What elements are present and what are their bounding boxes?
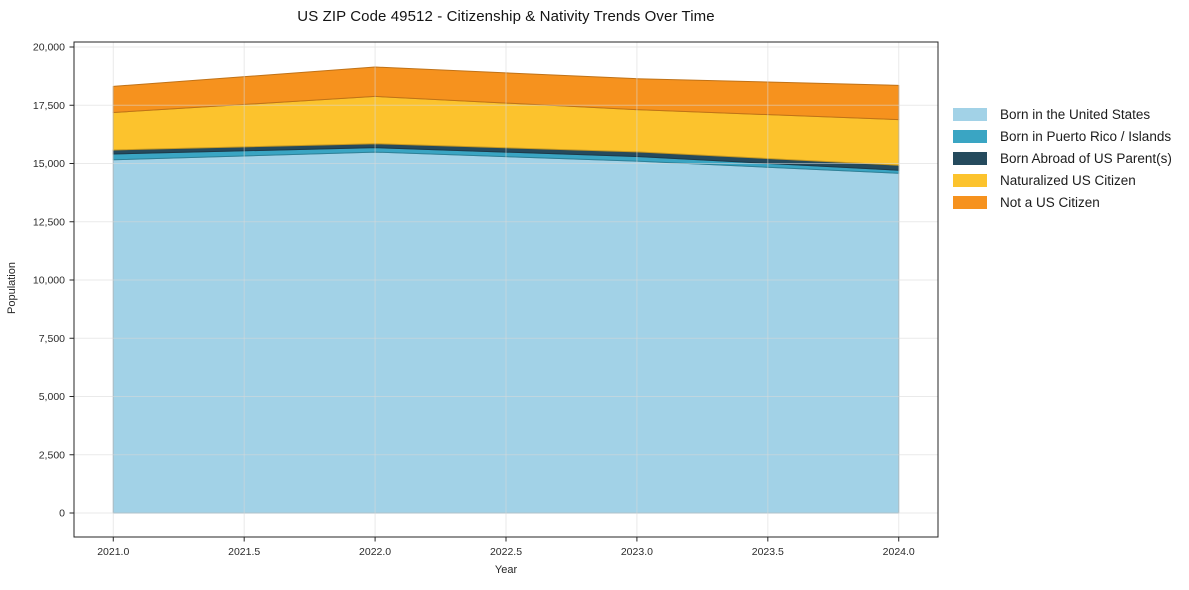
- legend-label: Not a US Citizen: [1000, 195, 1100, 210]
- chart-title: US ZIP Code 49512 - Citizenship & Nativi…: [297, 8, 715, 25]
- legend: Born in the United States Born in Puerto …: [953, 108, 1172, 218]
- x-tick-label: 2023.0: [621, 546, 653, 558]
- y-tick-label: 0: [59, 508, 65, 520]
- x-tick-label: 2022.5: [490, 546, 522, 558]
- x-tick-label: 2024.0: [883, 546, 915, 558]
- legend-item-born-abroad-of-us-parent-s: Born Abroad of US Parent(s): [953, 152, 1172, 165]
- y-tick-label: 20,000: [33, 42, 65, 54]
- legend-swatch-icon: [953, 130, 987, 143]
- y-tick-label: 10,000: [33, 275, 65, 287]
- x-axis-label: Year: [494, 564, 518, 576]
- tick-labels: 2021.0 2021.5 2022.0 2022.5 2023.0 2023.5 2024…: [33, 42, 915, 558]
- legend-label: Naturalized US Citizen: [1000, 173, 1136, 188]
- y-tick-label: 17,500: [33, 100, 65, 112]
- x-tick-label: 2021.0: [97, 546, 129, 558]
- y-tick-label: 5,000: [39, 391, 65, 403]
- legend-label: Born in the United States: [1000, 107, 1151, 122]
- legend-swatch-icon: [953, 152, 987, 165]
- legend-swatch-icon: [953, 108, 987, 121]
- x-tick-label: 2023.5: [752, 546, 784, 558]
- y-tick-label: 15,000: [33, 158, 65, 170]
- axis-ticks: [69, 46, 900, 542]
- x-tick-label: 2021.5: [228, 546, 260, 558]
- legend-item-born-in-the-united-states: Born in the United States: [953, 108, 1172, 121]
- y-tick-label: 7,500: [39, 333, 65, 345]
- gridlines: [74, 42, 938, 537]
- legend-swatch-icon: [953, 174, 987, 187]
- y-axis-label: Population: [6, 262, 18, 314]
- legend-item-naturalized-us-citizen: Naturalized US Citizen: [953, 174, 1172, 187]
- x-tick-label: 2022.0: [359, 546, 391, 558]
- legend-item-not-a-us-citizen: Not a US Citizen: [953, 196, 1172, 209]
- legend-label: Born in Puerto Rico / Islands: [1000, 129, 1172, 144]
- legend-item-born-in-puerto-rico-islands: Born in Puerto Rico / Islands: [953, 130, 1172, 143]
- y-tick-label: 12,500: [33, 216, 65, 228]
- legend-swatch-icon: [953, 196, 987, 209]
- legend-label: Born Abroad of US Parent(s): [1000, 151, 1172, 166]
- y-tick-label: 2,500: [39, 449, 65, 461]
